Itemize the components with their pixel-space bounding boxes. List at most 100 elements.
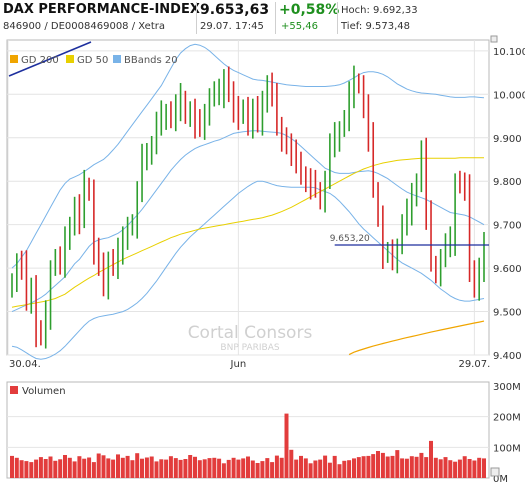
volume-bar [168,456,173,478]
bbands-upper-line [11,43,485,269]
volume-bar [144,457,149,478]
resize-icon [490,35,498,43]
volume-bar [419,452,424,478]
volume-bar [284,413,289,478]
volume-bar [371,454,376,478]
volume-bar [91,462,96,478]
volume-bar [58,459,63,478]
volume-bar [241,458,246,478]
volume-bar [356,457,361,478]
y-tick-label: 200M [493,413,521,424]
volume-bar [477,457,482,478]
y-tick-label: 9.900 [493,134,522,145]
quote-header: DAX PERFORMANCE-INDEX 846900 / DE0008469… [0,0,525,38]
y-tick-label: 300M [493,382,521,393]
y-tick-label: 10.000 [493,90,525,101]
legend-swatch [10,386,18,394]
volume-bar [424,457,429,478]
zoom-icon [490,467,500,477]
volume-bar [101,455,106,478]
volume-bar [279,457,284,478]
volume-bar [77,456,82,478]
volume-bar [274,455,279,478]
volume-bar [352,458,356,478]
volume-bar [246,456,250,478]
volume-bar [342,460,347,478]
volume-bar [24,461,29,478]
volume-bar [212,457,217,478]
volume-bar [10,455,14,478]
volume-bar [313,460,318,478]
header-divider [337,2,338,34]
volume-bar [173,458,178,478]
volume-bar [429,440,433,478]
day-high: Hoch: 9.692,33 [341,5,418,16]
volume-bar [400,458,405,478]
last-time: 29.07. 17:45 [200,21,264,32]
watermark-text: BNP PARIBAS [220,343,279,353]
volume-bar [82,458,87,478]
volume-bar [106,458,111,478]
volume-bar [303,458,308,478]
volume-bar [231,457,236,478]
y-tick-label: 9.700 [493,221,522,232]
y-tick-label: 9.800 [493,177,522,188]
volume-bar [149,456,154,478]
volume-bar [448,460,453,478]
volume-bar [197,460,202,478]
legend-swatch [66,55,74,63]
volume-bar [38,457,43,478]
y-tick-label: 100M [493,443,521,454]
volume-bar [96,453,101,478]
volume-bar [265,458,270,478]
volume-bar [14,457,19,478]
x-tick-label: 29.07. [458,359,490,370]
volume-bar [472,460,477,478]
volume-bar [221,463,226,478]
volume-bar [462,456,467,478]
volume-bar [120,457,125,478]
volume-bar [467,459,472,478]
last-price: 9.653,63 [200,2,270,18]
gd200-line [348,320,485,356]
volume-bar [135,453,140,478]
gd50-line [11,157,484,308]
x-tick-label: Jun [230,359,247,370]
volume-bar [453,461,458,478]
legend-label: Volumen [22,386,66,397]
volume-bar [395,450,400,478]
volume-bar [48,456,53,478]
volume-bar [409,456,414,478]
volume-bar [289,449,294,478]
volume-bar [125,455,130,478]
day-low: Tief: 9.573,48 [341,21,410,32]
volume-bar [130,460,135,478]
volume-bar [327,462,332,478]
volume-bar [332,455,337,478]
volume-bar [308,463,313,478]
volume-bar [116,454,120,478]
volume-bar [404,458,409,478]
volume-bar [457,459,462,478]
volume-bar [178,459,183,478]
volume-bar [67,457,72,478]
volume-bar [270,462,275,478]
volume-bar [226,459,231,478]
volume-bar [255,463,260,478]
volume-bar [482,458,486,478]
volume-bar [202,459,207,478]
volume-bar [164,459,169,478]
y-tick-label: 0M [493,474,508,485]
volume-bar [323,455,328,478]
volume-bar [236,459,241,478]
volume-bar [380,452,385,478]
y-tick-label: 9.500 [493,308,522,319]
volume-bar [385,456,390,478]
volume-bar [34,459,39,478]
volume-bar [376,451,380,478]
instrument-title: DAX PERFORMANCE-INDEX [3,2,200,17]
header-divider [275,2,276,34]
last-price-label: 9.653,20 [330,234,370,244]
volume-bar [188,455,193,478]
